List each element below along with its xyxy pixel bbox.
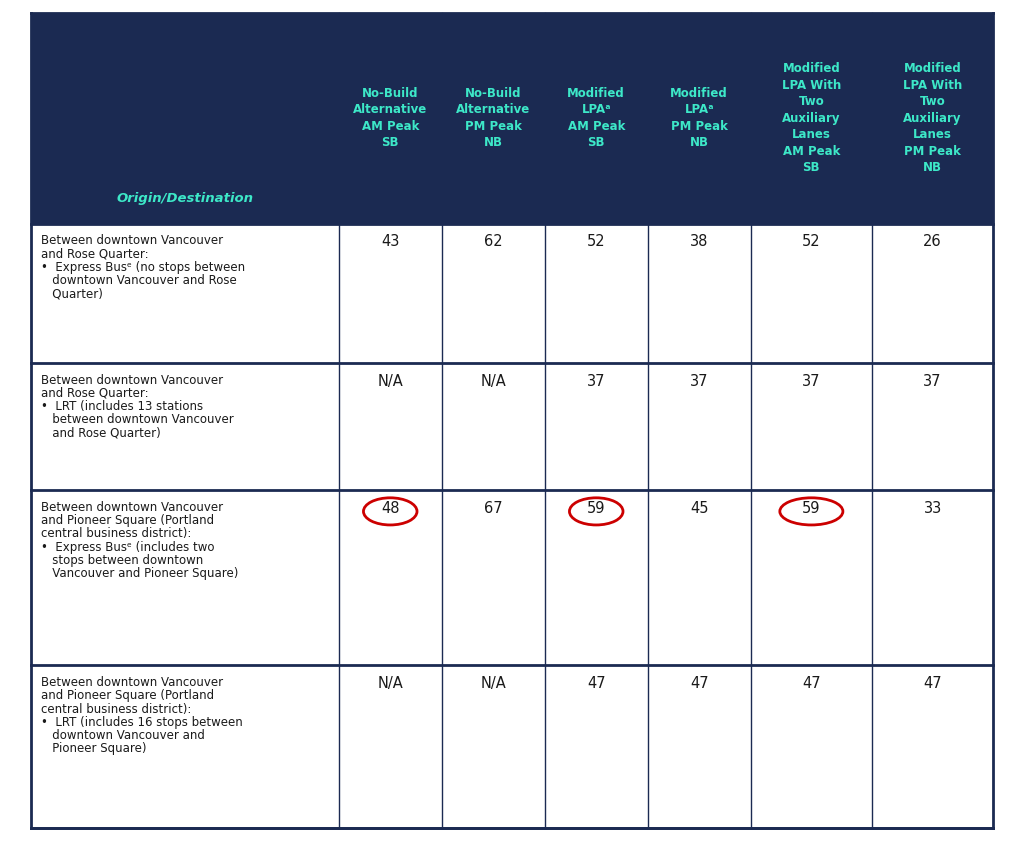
Text: Between downtown Vancouver: Between downtown Vancouver bbox=[41, 501, 223, 514]
Text: 62: 62 bbox=[484, 235, 503, 250]
Text: central business district):: central business district): bbox=[41, 527, 191, 541]
Text: 26: 26 bbox=[924, 235, 942, 250]
Text: Vancouver and Pioneer Square): Vancouver and Pioneer Square) bbox=[41, 567, 239, 580]
Text: 47: 47 bbox=[690, 676, 709, 691]
Text: 52: 52 bbox=[802, 235, 820, 250]
Text: 48: 48 bbox=[381, 501, 399, 516]
Bar bbox=[31, 362, 993, 490]
Text: 67: 67 bbox=[484, 501, 503, 516]
Text: Between downtown Vancouver: Between downtown Vancouver bbox=[41, 235, 223, 247]
Text: stops between downtown: stops between downtown bbox=[41, 553, 203, 567]
Text: central business district):: central business district): bbox=[41, 702, 191, 716]
Text: N/A: N/A bbox=[480, 676, 506, 691]
Text: 38: 38 bbox=[690, 235, 709, 250]
Text: Modified
LPAᵃ
AM Peak
SB: Modified LPAᵃ AM Peak SB bbox=[567, 87, 625, 150]
Text: and Pioneer Square (Portland: and Pioneer Square (Portland bbox=[41, 514, 214, 527]
Text: 52: 52 bbox=[587, 235, 605, 250]
Text: Modified
LPA With
Two
Auxiliary
Lanes
PM Peak
NB: Modified LPA With Two Auxiliary Lanes PM… bbox=[903, 62, 963, 174]
Text: Quarter): Quarter) bbox=[41, 287, 102, 300]
Bar bbox=[31, 490, 993, 665]
Text: 37: 37 bbox=[802, 373, 820, 389]
Text: Origin/Destination: Origin/Destination bbox=[117, 192, 253, 205]
Bar bbox=[31, 224, 993, 362]
Bar bbox=[31, 665, 993, 828]
Text: N/A: N/A bbox=[378, 676, 403, 691]
Text: Pioneer Square): Pioneer Square) bbox=[41, 742, 146, 755]
Text: Modified
LPA With
Two
Auxiliary
Lanes
AM Peak
SB: Modified LPA With Two Auxiliary Lanes AM… bbox=[781, 62, 841, 174]
Text: and Rose Quarter): and Rose Quarter) bbox=[41, 426, 161, 440]
Text: Between downtown Vancouver: Between downtown Vancouver bbox=[41, 373, 223, 387]
Text: 43: 43 bbox=[381, 235, 399, 250]
Text: 37: 37 bbox=[690, 373, 709, 389]
Text: •  Express Busᵉ (no stops between: • Express Busᵉ (no stops between bbox=[41, 261, 245, 274]
Text: and Pioneer Square (Portland: and Pioneer Square (Portland bbox=[41, 690, 214, 702]
Text: downtown Vancouver and: downtown Vancouver and bbox=[41, 729, 205, 742]
Text: No-Build
Alternative
PM Peak
NB: No-Build Alternative PM Peak NB bbox=[456, 87, 530, 150]
Text: N/A: N/A bbox=[480, 373, 506, 389]
Text: •  LRT (includes 13 stations: • LRT (includes 13 stations bbox=[41, 400, 203, 413]
Text: downtown Vancouver and Rose: downtown Vancouver and Rose bbox=[41, 274, 237, 287]
Text: 59: 59 bbox=[587, 501, 605, 516]
Text: •  Express Busᵉ (includes two: • Express Busᵉ (includes two bbox=[41, 541, 214, 553]
Text: No-Build
Alternative
AM Peak
SB: No-Build Alternative AM Peak SB bbox=[353, 87, 427, 150]
Text: 37: 37 bbox=[587, 373, 605, 389]
Text: 47: 47 bbox=[587, 676, 605, 691]
Text: Modified
LPAᵃ
PM Peak
NB: Modified LPAᵃ PM Peak NB bbox=[671, 87, 728, 150]
Text: Between downtown Vancouver: Between downtown Vancouver bbox=[41, 676, 223, 689]
Text: between downtown Vancouver: between downtown Vancouver bbox=[41, 413, 233, 426]
Text: and Rose Quarter:: and Rose Quarter: bbox=[41, 387, 148, 400]
Text: •  LRT (includes 16 stops between: • LRT (includes 16 stops between bbox=[41, 716, 243, 728]
Text: 47: 47 bbox=[802, 676, 820, 691]
Text: 59: 59 bbox=[802, 501, 820, 516]
Text: 37: 37 bbox=[924, 373, 942, 389]
Text: 45: 45 bbox=[690, 501, 709, 516]
Text: 33: 33 bbox=[924, 501, 942, 516]
Text: and Rose Quarter:: and Rose Quarter: bbox=[41, 247, 148, 261]
Text: N/A: N/A bbox=[378, 373, 403, 389]
Text: 47: 47 bbox=[924, 676, 942, 691]
Bar bbox=[31, 13, 993, 224]
